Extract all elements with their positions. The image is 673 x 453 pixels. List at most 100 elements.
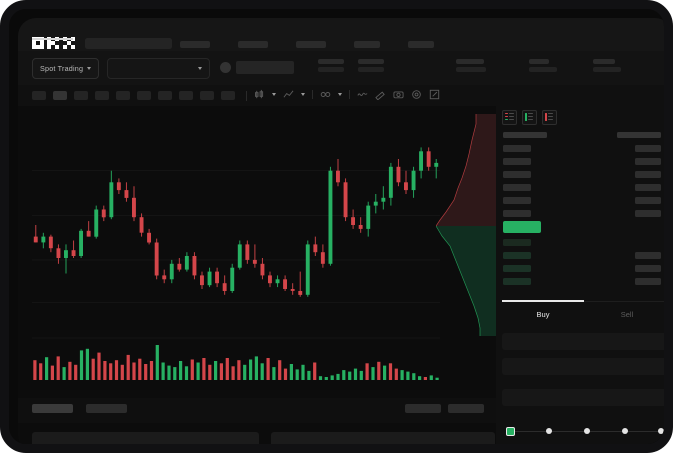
measure-ruler-icon xyxy=(375,91,385,100)
orderbook-col-price xyxy=(503,132,547,138)
tab-buy[interactable]: Buy xyxy=(536,310,550,319)
orderbook-mode-both[interactable] xyxy=(502,110,517,125)
bottom-field-2[interactable] xyxy=(271,432,495,444)
timeframe-4[interactable] xyxy=(95,91,109,100)
pair-name-placeholder[interactable] xyxy=(236,61,294,74)
candlestick-type-icon xyxy=(255,89,264,99)
orderbook-view-modes xyxy=(502,110,557,125)
timeframe-selector xyxy=(32,91,235,100)
fullscreen-icon xyxy=(429,89,440,100)
chart-tool-icons xyxy=(254,89,440,100)
chart-settings-icon xyxy=(412,90,421,99)
timeframe-6[interactable] xyxy=(137,91,151,100)
nav-item-5[interactable] xyxy=(408,41,434,48)
bottom-tab-2[interactable] xyxy=(86,404,127,413)
orderbook-ask-amount xyxy=(635,171,661,178)
bottom-field-1[interactable] xyxy=(32,432,259,444)
orderbook-bid-amount xyxy=(635,278,661,285)
nav-item-2[interactable] xyxy=(238,41,268,48)
market-type-label: Spot Trading xyxy=(40,64,84,73)
orderbook-ask-amount xyxy=(635,158,661,165)
orderbook-spread xyxy=(503,221,541,233)
app-screen: Spot Trading xyxy=(18,18,667,453)
pair-avatar xyxy=(220,62,231,73)
orderbook-bid-price[interactable] xyxy=(503,239,531,246)
toolbar-divider xyxy=(312,90,313,99)
chevron-down-icon[interactable] xyxy=(338,93,342,96)
timeframe-7[interactable] xyxy=(158,91,172,100)
timeframe-5[interactable] xyxy=(116,91,130,100)
bottom-action-2[interactable] xyxy=(448,404,484,413)
orderbook-trade-panel: Buy Sell xyxy=(496,106,667,453)
orderbook-ask-price[interactable] xyxy=(503,210,531,217)
chevron-down-icon xyxy=(198,67,202,70)
amount-percent-slider[interactable] xyxy=(506,427,664,436)
orderbook-ask-amount xyxy=(635,145,661,152)
nav-item-1[interactable] xyxy=(180,41,210,48)
orderbook-mode-asks[interactable] xyxy=(542,110,557,125)
chart-toolbar xyxy=(18,85,664,106)
orderbook-ask-price[interactable] xyxy=(503,145,531,152)
price-candlestick-chart[interactable] xyxy=(18,106,496,336)
slider-step-75[interactable] xyxy=(622,428,628,435)
orderbook-ask-price[interactable] xyxy=(503,171,531,178)
orderbook-bid-amount xyxy=(635,252,661,259)
nav-item-4[interactable] xyxy=(354,41,380,48)
timeframe-2[interactable] xyxy=(53,91,67,100)
buy-tab-underline xyxy=(502,300,584,302)
order-amount-field[interactable] xyxy=(502,358,664,375)
orderbook-ask-price[interactable] xyxy=(503,158,531,165)
trading-pair-select[interactable] xyxy=(107,58,210,79)
market-subheader: Spot Trading xyxy=(18,51,664,85)
ticker-stat-2 xyxy=(358,59,384,72)
place-buy-order-button[interactable] xyxy=(502,444,667,453)
timeframe-3[interactable] xyxy=(74,91,88,100)
timeframe-1[interactable] xyxy=(32,91,46,100)
orderbook-bid-price[interactable] xyxy=(503,252,531,259)
slider-step-50[interactable] xyxy=(584,428,590,435)
top-navigation-bar xyxy=(18,18,664,51)
slider-step-25[interactable] xyxy=(546,428,552,435)
main-nav xyxy=(180,41,434,48)
orderbook-mode-bids[interactable] xyxy=(522,110,537,125)
ticker-stat-5 xyxy=(593,59,621,72)
timeframe-8[interactable] xyxy=(179,91,193,100)
orderbook-bid-price[interactable] xyxy=(503,265,531,272)
market-type-dropdown[interactable]: Spot Trading xyxy=(32,58,100,79)
timeframe-9[interactable] xyxy=(200,91,214,100)
toolbar-divider xyxy=(246,91,247,101)
slider-handle[interactable] xyxy=(506,427,515,436)
bottom-panel-tabs xyxy=(18,398,496,423)
orderbook-bid-price[interactable] xyxy=(503,278,531,285)
timeframe-10[interactable] xyxy=(221,91,235,100)
nav-item-3[interactable] xyxy=(296,41,326,48)
orderbook-ask-amount xyxy=(635,197,661,204)
bottom-tab-active-underline xyxy=(32,38,73,40)
ticker-stat-3 xyxy=(456,59,486,72)
ticker-stat-4 xyxy=(529,59,557,72)
market-depth-chart xyxy=(435,114,496,342)
bar-type-icon xyxy=(320,92,331,97)
orderbook-ask-price[interactable] xyxy=(503,197,531,204)
bottom-action-1[interactable] xyxy=(405,404,441,413)
chevron-down-icon[interactable] xyxy=(272,93,276,96)
toolbar-divider xyxy=(349,90,350,99)
order-total-field[interactable] xyxy=(502,389,664,406)
buy-sell-tabs: Buy Sell xyxy=(496,304,664,326)
ticker-stat-1 xyxy=(318,59,344,72)
camera-snapshot-icon xyxy=(393,91,404,99)
search-input[interactable] xyxy=(85,38,172,49)
chevron-down-icon xyxy=(87,67,92,70)
orderbook-bid-amount xyxy=(635,265,661,272)
tab-sell[interactable]: Sell xyxy=(620,310,634,319)
order-price-field[interactable] xyxy=(502,333,664,350)
bottom-tab-1[interactable] xyxy=(32,404,73,413)
chevron-down-icon[interactable] xyxy=(301,93,305,96)
orderbook-ask-amount xyxy=(635,210,661,217)
indicator-icon xyxy=(357,92,368,97)
volume-histogram[interactable] xyxy=(18,336,496,398)
slider-step-100[interactable] xyxy=(658,428,664,435)
orderbook-ask-price[interactable] xyxy=(503,184,531,191)
line-type-icon xyxy=(283,90,294,98)
